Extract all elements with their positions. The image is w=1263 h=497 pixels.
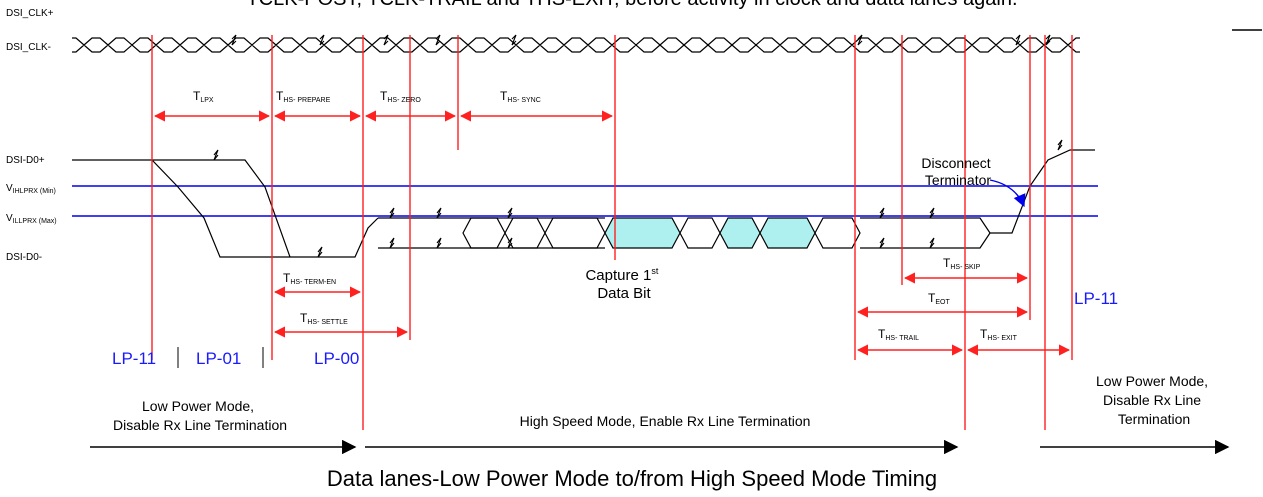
d0-p-label: DSI-D0+ xyxy=(6,155,45,166)
disconnect-label: Disconnect Terminator xyxy=(921,155,994,188)
label-teot: TEOT xyxy=(928,291,950,306)
diagram-title: Data lanes-Low Power Mode to/from High S… xyxy=(327,466,937,491)
vih-label: VIHLPRX (Min) xyxy=(6,183,56,195)
disconnect-arrow xyxy=(989,179,1026,208)
label-ths-exit: THS- EXIT xyxy=(980,327,1018,342)
timing-arrows xyxy=(153,110,1071,356)
header-text: TCLK-POST, TCLK-TRAIL and THS-EXIT, befo… xyxy=(246,0,1017,10)
label-ths-prepare: THS- PREPARE xyxy=(276,89,331,104)
label-ths-term-en: THS- TERM-EN xyxy=(283,271,336,286)
label-ths-trail: THS- TRAIL xyxy=(878,327,919,342)
data-breaks xyxy=(213,139,1063,258)
clk-n-label: DSI_CLK- xyxy=(6,42,51,53)
label-tlpx: TLPX xyxy=(193,89,214,104)
vil-label: VILLPRX (Max) xyxy=(6,213,57,225)
label-ths-skip: THS- SKIP xyxy=(943,256,981,271)
mode-right-label: Low Power Mode, Disable Rx Line Terminat… xyxy=(1096,373,1212,427)
clock-breaks xyxy=(231,34,1051,46)
data-waveform xyxy=(72,149,1095,258)
state-lp11-right: LP-11 xyxy=(1074,289,1118,308)
capture-label: Capture 1st Data Bit xyxy=(585,261,662,302)
state-lp01: LP-01 xyxy=(196,349,241,368)
capture-region xyxy=(604,217,816,249)
d0-n-label: DSI-D0- xyxy=(6,252,42,263)
mode-left-label: Low Power Mode, Disable Rx Line Terminat… xyxy=(113,398,287,433)
label-ths-settle: THS- SETTLE xyxy=(300,311,348,326)
state-lp00: LP-00 xyxy=(314,349,359,368)
clock-waveform xyxy=(72,37,1080,53)
clk-p-label: DSI_CLK+ xyxy=(6,8,54,19)
label-ths-sync: THS- SYNC xyxy=(500,89,541,104)
timing-markers xyxy=(151,35,1073,430)
mode-middle-label: High Speed Mode, Enable Rx Line Terminat… xyxy=(520,413,811,429)
state-lp11-left: LP-11 xyxy=(112,349,156,368)
label-ths-zero: THS- ZERO xyxy=(380,89,421,104)
